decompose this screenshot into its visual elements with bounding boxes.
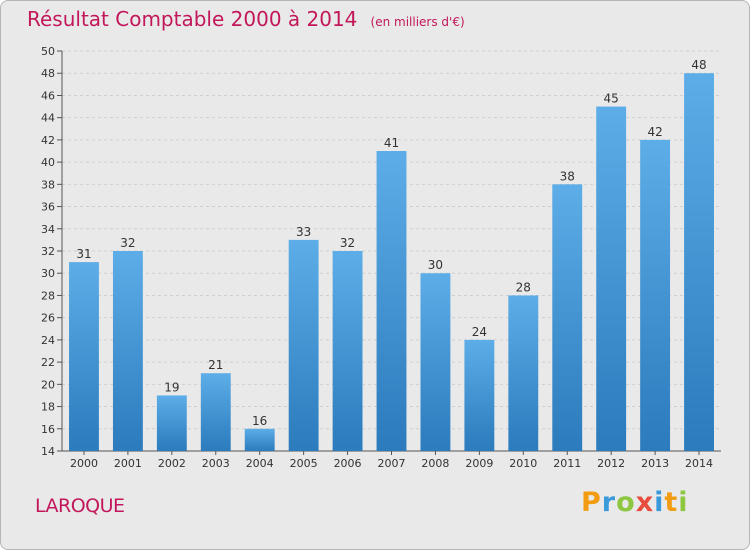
bar <box>112 251 143 451</box>
logo-letter: P <box>581 487 602 518</box>
logo-letter: i <box>654 487 665 518</box>
data-label: 33 <box>296 225 311 239</box>
y-tick-label: 26 <box>41 312 55 325</box>
bar <box>332 251 363 451</box>
bar <box>464 339 495 451</box>
data-label: 31 <box>76 247 91 261</box>
bars <box>69 73 714 452</box>
logo-letter: t <box>664 487 679 518</box>
y-tick-label: 20 <box>41 378 55 391</box>
data-label: 45 <box>604 92 619 106</box>
y-tick-label: 30 <box>41 267 55 280</box>
y-tick-label: 50 <box>41 45 55 58</box>
x-tick-label: 2003 <box>202 457 230 470</box>
bar <box>552 184 583 452</box>
data-label: 19 <box>164 380 179 394</box>
data-label: 30 <box>428 258 443 272</box>
logo-letter: o <box>616 487 636 518</box>
logo-letter: r <box>601 487 617 518</box>
logo-letter: i <box>678 487 689 518</box>
bar <box>200 373 231 451</box>
data-label: 28 <box>516 280 531 294</box>
bar <box>69 262 99 451</box>
data-label: 21 <box>208 358 223 372</box>
x-tick-label: 2006 <box>334 457 362 470</box>
data-label: 16 <box>252 414 267 428</box>
labels: 14 16 18 20 22 24 26 28 30 32 34 36 38 40 42 44 46 48 50 31… <box>41 45 713 470</box>
y-tick-label: 28 <box>41 289 55 302</box>
y-tick-label: 18 <box>41 401 55 414</box>
data-label: 42 <box>647 125 662 139</box>
y-tick-label: 14 <box>41 445 55 458</box>
chart-header: Résultat Comptable 2000 à 2014 (en milli… <box>27 7 465 31</box>
y-tick-label: 42 <box>41 134 55 147</box>
y-tick-label: 38 <box>41 178 55 191</box>
data-label: 32 <box>120 236 135 250</box>
data-label: 48 <box>691 58 706 72</box>
x-tick-label: 2000 <box>70 457 98 470</box>
y-tick-label: 48 <box>41 67 55 80</box>
bar <box>376 151 407 451</box>
bar <box>288 239 319 451</box>
x-tick-label: 2010 <box>509 457 537 470</box>
bar <box>420 273 451 451</box>
x-tick-label: 2002 <box>158 457 186 470</box>
x-tick-label: 2014 <box>685 457 713 470</box>
data-label: 32 <box>340 236 355 250</box>
chart-subtitle: (en milliers d'€) <box>370 15 465 29</box>
y-tick-label: 22 <box>41 356 55 369</box>
x-tick-label: 2013 <box>641 457 669 470</box>
x-tick-label: 2007 <box>378 457 406 470</box>
data-label: 24 <box>472 325 487 339</box>
y-tick-label: 32 <box>41 245 55 258</box>
y-tick-label: 34 <box>41 223 55 236</box>
x-tick-label: 2009 <box>465 457 493 470</box>
bar <box>156 395 187 451</box>
y-tick-label: 16 <box>41 423 55 436</box>
bar <box>508 295 539 451</box>
logo-letter: x <box>635 487 655 518</box>
bar <box>640 139 671 451</box>
x-tick-label: 2008 <box>421 457 449 470</box>
data-label: 41 <box>384 136 399 150</box>
data-label: 38 <box>560 169 575 183</box>
x-tick-label: 2012 <box>597 457 625 470</box>
x-tick-label: 2011 <box>553 457 581 470</box>
proxiti-logo[interactable]: Proxiti <box>581 487 689 518</box>
chart-title: Résultat Comptable 2000 à 2014 <box>27 7 358 31</box>
y-tick-label: 24 <box>41 334 55 347</box>
place-name: LAROQUE <box>35 495 125 517</box>
x-tick-label: 2001 <box>114 457 142 470</box>
bar <box>244 428 275 451</box>
y-tick-label: 44 <box>41 112 55 125</box>
y-tick-label: 40 <box>41 156 55 169</box>
bar <box>684 73 714 451</box>
bar <box>596 106 627 452</box>
y-tick-label: 46 <box>41 89 55 102</box>
x-tick-label: 2004 <box>246 457 274 470</box>
y-tick-label: 36 <box>41 201 55 214</box>
x-tick-label: 2005 <box>290 457 318 470</box>
